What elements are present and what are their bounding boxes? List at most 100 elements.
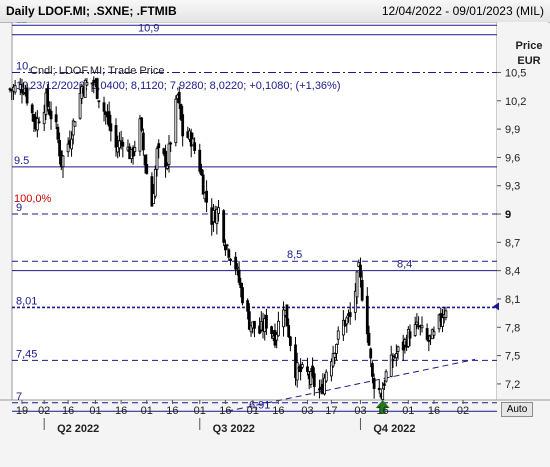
candle-body — [329, 361, 333, 377]
candle — [102, 96, 106, 122]
price-axis-panel — [497, 22, 548, 400]
candle-body — [143, 154, 147, 166]
candle — [157, 139, 161, 159]
candle-body — [371, 363, 374, 377]
candle — [150, 172, 154, 207]
candle — [225, 243, 229, 250]
legend-ohlc: 23/12/2022; 8,0400; 8,1120; 7,9280; 8,02… — [30, 80, 341, 92]
y-tick-label: 9,6 — [505, 152, 520, 164]
candle — [345, 315, 349, 333]
candle — [237, 261, 241, 286]
candle — [355, 270, 359, 305]
candle — [56, 123, 60, 144]
legend-series: Cndl; LDOF.MI; Trade Price — [30, 65, 165, 77]
candle — [359, 257, 362, 288]
candle-body — [285, 304, 289, 327]
level-label: 7,45 — [16, 348, 37, 360]
candle — [198, 143, 202, 174]
y-tick-label: 9,3 — [505, 181, 520, 193]
auto-scale-button[interactable]: Auto — [501, 402, 533, 417]
candle-body — [239, 282, 243, 288]
candle-body — [167, 143, 171, 165]
candle-body — [377, 387, 381, 390]
candle-body — [121, 141, 125, 147]
candle-body — [401, 341, 405, 351]
candle-body — [169, 142, 173, 145]
candle-body — [227, 249, 231, 258]
candle-body — [85, 82, 89, 86]
candle-body — [348, 312, 352, 317]
candle-body — [70, 138, 73, 150]
candle — [121, 137, 125, 158]
candle — [335, 343, 338, 361]
candle-body — [193, 142, 197, 151]
candle-body — [54, 114, 58, 123]
candle — [367, 325, 371, 347]
candle-body — [104, 111, 108, 115]
candle-body — [58, 139, 61, 157]
x-tick-label: 01 — [402, 405, 414, 417]
candle-body — [95, 78, 99, 99]
x-tick-label: 01 — [141, 405, 153, 417]
candle-body — [217, 207, 220, 214]
candle-body — [131, 147, 135, 157]
candle — [415, 313, 419, 330]
candle-body — [359, 264, 362, 278]
candle — [369, 347, 373, 368]
candle — [83, 78, 87, 98]
candle-body — [66, 143, 70, 153]
candle — [329, 358, 333, 382]
candle-body — [181, 114, 185, 137]
candle-body — [198, 149, 202, 172]
candle — [54, 106, 58, 130]
y-tick-label: 8,1 — [505, 294, 520, 306]
candle — [401, 334, 405, 361]
candle-body — [155, 148, 159, 170]
candle — [165, 162, 169, 171]
candle — [20, 78, 24, 104]
y-tick-label: 7,8 — [505, 322, 520, 334]
candle-body — [215, 209, 219, 225]
x-tick-label: 03 — [301, 405, 313, 417]
candle — [408, 324, 412, 347]
candle — [312, 367, 316, 396]
candle-body — [37, 121, 41, 124]
candle-body — [408, 331, 412, 339]
x-tick-label: 16 — [219, 405, 231, 417]
x-axis-ticks: 19 02 16 01 16 01 16 01 16 01 16 03 17 03 16 01 16 02 Q2 2… — [16, 400, 469, 435]
level-right-label: 9 — [505, 209, 511, 221]
level-label: 7 — [16, 391, 22, 403]
candle — [270, 325, 273, 339]
x-tick-label: 16 — [166, 405, 178, 417]
candle — [394, 344, 398, 367]
candle — [360, 271, 364, 302]
y-tick-label: 7,5 — [505, 351, 520, 363]
candle-body — [165, 165, 169, 169]
candle-body — [306, 366, 309, 372]
candle — [265, 308, 268, 335]
candle — [357, 259, 361, 268]
candle-body — [30, 104, 34, 114]
candle-body — [107, 111, 111, 127]
candle-body — [420, 325, 424, 329]
candle-body — [367, 332, 371, 346]
candle-body — [25, 87, 29, 104]
candle-body — [145, 164, 149, 174]
candle-body — [365, 295, 369, 335]
price-axis-title: Price — [516, 40, 543, 52]
candle — [119, 130, 123, 150]
candle-body — [235, 266, 239, 269]
candle — [391, 352, 395, 369]
candle — [66, 137, 70, 158]
percent-label: 100,0% — [14, 193, 52, 205]
candle-body — [389, 354, 393, 377]
candle-body — [61, 155, 65, 168]
candle — [109, 114, 113, 142]
candle-body — [357, 262, 361, 267]
candle — [413, 316, 417, 337]
candle — [73, 120, 77, 127]
candle — [287, 318, 291, 338]
level-label: 9 — [16, 202, 22, 214]
candle — [145, 154, 149, 175]
